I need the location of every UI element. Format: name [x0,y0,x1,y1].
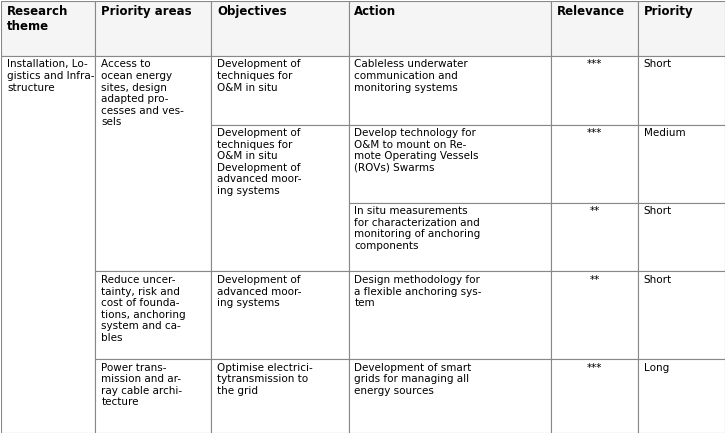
Text: Priority areas: Priority areas [101,5,192,18]
Text: **: ** [590,206,600,216]
Bar [348,203,551,272]
Bar [348,1,551,56]
Bar [551,1,638,56]
Text: In situ measurements
for characterization and
monitoring of anchoring
components: In situ measurements for characterizatio… [354,206,481,251]
Text: Short: Short [644,275,672,285]
Bar [95,359,211,433]
Text: Development of smart
grids for managing all
energy sources: Development of smart grids for managing … [354,363,472,396]
Bar [95,56,211,272]
Text: Optimise electrici-
tytransmission to
the grid: Optimise electrici- tytransmission to th… [217,363,313,396]
Text: ***: *** [587,59,602,69]
Bar [638,203,725,272]
Bar [348,125,551,203]
Text: Short: Short [644,206,672,216]
Text: Develop technology for
O&M to mount on Re-
mote Operating Vessels
(ROVs) Swarms: Develop technology for O&M to mount on R… [354,128,479,173]
Text: Access to
ocean energy
sites, design
adapted pro-
cesses and ves-
sels: Access to ocean energy sites, design ada… [101,59,184,127]
Text: Development of
techniques for
O&M in situ
Development of
advanced moor-
ing syst: Development of techniques for O&M in sit… [217,128,301,196]
Bar [638,272,725,359]
Bar [95,272,211,359]
Text: Medium: Medium [644,128,685,138]
Bar [638,359,725,433]
Text: Development of
advanced moor-
ing systems: Development of advanced moor- ing system… [217,275,301,308]
Bar [95,1,211,56]
Text: Action: Action [354,5,396,18]
Bar [551,125,638,203]
Bar [1,1,95,56]
Bar [638,56,725,125]
Bar [348,272,551,359]
Text: ***: *** [587,128,602,138]
Text: ***: *** [587,363,602,373]
Text: Objectives: Objectives [217,5,287,18]
Text: Cableless underwater
communication and
monitoring systems: Cableless underwater communication and m… [354,59,468,92]
Bar [551,359,638,433]
Bar [211,272,348,359]
Bar [551,56,638,125]
Text: Power trans-
mission and ar-
ray cable archi-
tecture: Power trans- mission and ar- ray cable a… [101,363,182,408]
Text: Short: Short [644,59,672,69]
Bar [211,125,348,272]
Text: Reduce uncer-
tainty, risk and
cost of founda-
tions, anchoring
system and ca-
b: Reduce uncer- tainty, risk and cost of f… [101,275,186,343]
Bar [211,56,348,125]
Bar [211,1,348,56]
Bar [1,56,95,433]
Bar [211,359,348,433]
Text: Long: Long [644,363,669,373]
Bar [551,272,638,359]
Bar [348,359,551,433]
Text: **: ** [590,275,600,285]
Text: Installation, Lo-
gistics and Infra-
structure: Installation, Lo- gistics and Infra- str… [7,59,94,92]
Bar [638,1,725,56]
Bar [348,56,551,125]
Text: Priority: Priority [644,5,693,18]
Text: Research
theme: Research theme [7,5,68,33]
Text: Design methodology for
a flexible anchoring sys-
tem: Design methodology for a flexible anchor… [354,275,482,308]
Bar [638,125,725,203]
Text: Development of
techniques for
O&M in situ: Development of techniques for O&M in sit… [217,59,301,92]
Bar [551,203,638,272]
Text: Relevance: Relevance [557,5,625,18]
